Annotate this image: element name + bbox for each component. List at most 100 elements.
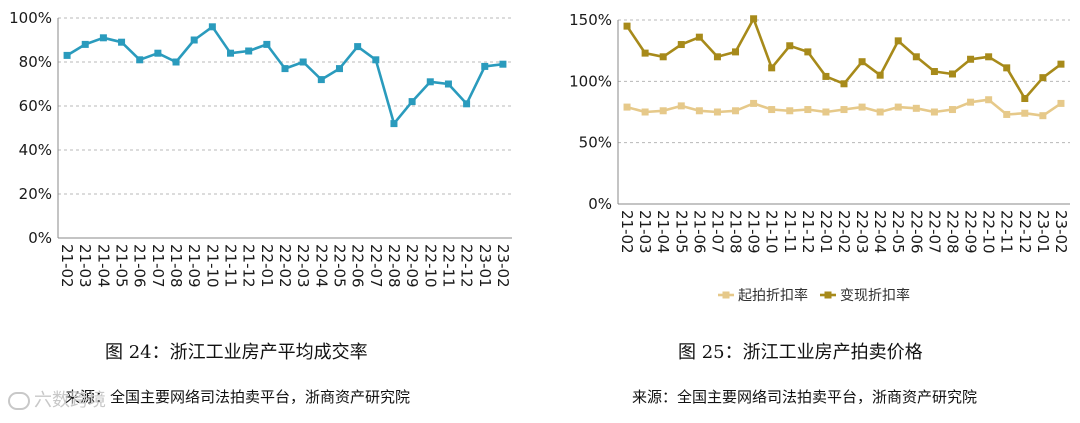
chart-right-svg: 0%50%100%150%21-02 21-03 21-04 21-05 21-06 21… (569, 11, 1070, 304)
x-tick-label: 23-02 (1052, 210, 1070, 254)
data-point (677, 41, 685, 49)
data-point (299, 58, 307, 66)
x-tick-label: 21-11 (222, 244, 240, 288)
chart-left-svg: 0%20%40%60%80%100%21-02 21-03 21-04 21-05 21… (9, 9, 512, 288)
data-point (732, 48, 740, 56)
y-tick-label: 80% (19, 53, 52, 71)
data-point (967, 55, 975, 63)
data-point (390, 120, 398, 128)
x-tick-label: 21-04 (654, 210, 672, 254)
x-tick-label: 21-09 (185, 244, 203, 288)
y-tick-label: 40% (19, 141, 52, 159)
data-point (172, 58, 180, 66)
data-point (804, 48, 812, 56)
x-tick-label: 23-01 (476, 244, 494, 288)
x-tick-label: 21-03 (76, 244, 94, 288)
legend-swatch-marker (722, 291, 730, 299)
data-point (858, 58, 866, 66)
data-point (426, 78, 434, 86)
data-point (444, 80, 452, 88)
x-tick-label: 22-01 (817, 210, 835, 254)
data-point (677, 102, 685, 110)
x-tick-label: 22-04 (312, 244, 330, 288)
legend-item-2: 变现折扣率 (820, 287, 910, 304)
x-tick-label: 22-09 (962, 210, 980, 254)
legend-label: 起拍折扣率 (738, 287, 808, 304)
watermark: 六数跨境 (8, 386, 106, 412)
x-tick-label: 21-04 (94, 244, 112, 288)
data-point (1003, 64, 1011, 72)
data-point (499, 60, 507, 68)
x-tick-label: 21-09 (745, 210, 763, 254)
data-point (463, 100, 471, 108)
data-point (1003, 110, 1011, 118)
x-tick-label: 22-08 (943, 210, 961, 254)
data-point (985, 53, 993, 61)
data-point (822, 108, 830, 116)
x-tick-label: 21-07 (149, 244, 167, 288)
x-tick-label: 22-06 (907, 210, 925, 254)
source-note-right: 来源：全国主要网络司法拍卖平台，浙商资产研究院 (632, 388, 978, 406)
data-point (99, 34, 107, 42)
x-tick-label: 22-01 (258, 244, 276, 288)
data-point (136, 56, 144, 64)
x-tick-label: 22-07 (367, 244, 385, 288)
data-point (948, 106, 956, 114)
y-tick-label: 20% (19, 185, 52, 203)
x-tick-label: 23-01 (1034, 210, 1052, 254)
x-tick-label: 22-09 (403, 244, 421, 288)
data-point (876, 108, 884, 116)
x-tick-label: 21-12 (799, 210, 817, 254)
chart-panel-left: 0% 20% 40% 60% 80% 100% 21-02 21-03 21-04 21-05 21… (9, 9, 512, 406)
data-point (659, 107, 667, 115)
x-tick-label: 21-06 (131, 244, 149, 288)
x-tick-label: 22-12 (1016, 210, 1034, 254)
x-tick-label: 21-11 (781, 210, 799, 254)
x-tick-label: 21-06 (690, 210, 708, 254)
data-point (713, 53, 721, 61)
x-tick-label: 22-10 (980, 210, 998, 254)
data-point (641, 108, 649, 116)
x-tick-label: 22-03 (294, 244, 312, 288)
x-tick-label: 22-03 (853, 210, 871, 254)
y-tick-label: 60% (19, 97, 52, 115)
legend-label: 变现折扣率 (840, 287, 910, 304)
data-point (768, 106, 776, 114)
data-point (840, 80, 848, 88)
data-point (695, 107, 703, 115)
data-point (894, 37, 902, 45)
data-point (208, 23, 216, 31)
data-point (659, 53, 667, 61)
data-point (894, 103, 902, 111)
y-tick-label: 50% (579, 134, 612, 152)
y-tick-label: 0% (28, 229, 52, 247)
data-point (858, 103, 866, 111)
x-tick-label: 21-08 (167, 244, 185, 288)
data-point (623, 22, 631, 30)
y-tick-label: 100% (9, 9, 52, 27)
data-point (481, 62, 489, 70)
x-tick-label: 23-02 (494, 244, 512, 288)
x-tick-label: 22-08 (385, 244, 403, 288)
data-point (695, 33, 703, 41)
chart-panel-right: 0% 50% 100% 150% 21-02 21-03 21-04 21-05 21-06 21… (540, 0, 1080, 423)
figure-caption-right: 图 25：浙江工业房产拍卖价格 (678, 342, 923, 363)
data-point (81, 40, 89, 48)
data-point (713, 108, 721, 116)
x-tick-label: 21-07 (708, 210, 726, 254)
x-tick-label: 21-12 (240, 244, 258, 288)
x-tick-label: 22-06 (349, 244, 367, 288)
data-point (190, 36, 198, 44)
data-point (1057, 60, 1065, 68)
data-point (623, 103, 631, 111)
data-point (786, 107, 794, 115)
figure-caption-left: 图 24：浙江工业房产平均成交率 (105, 342, 368, 363)
legend-item-1: 起拍折扣率 (718, 287, 808, 304)
data-point (1021, 95, 1029, 103)
data-point (227, 49, 235, 57)
data-point (372, 56, 380, 64)
x-tick-label: 22-07 (925, 210, 943, 254)
x-tick-label: 22-02 (276, 244, 294, 288)
data-point (118, 38, 126, 46)
data-point (930, 108, 938, 116)
